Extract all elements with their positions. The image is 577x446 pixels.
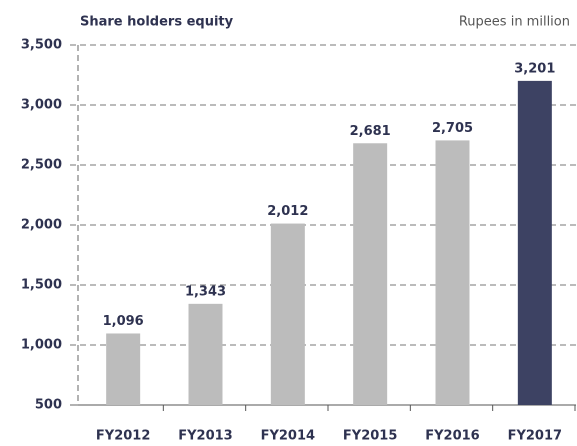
- x-tick-label: FY2017: [508, 429, 562, 444]
- y-tick-label: 1,500: [21, 278, 62, 293]
- bar: [353, 143, 388, 405]
- y-tick-label: 500: [35, 398, 62, 413]
- x-tick-label: FY2013: [178, 429, 232, 444]
- bar: [270, 223, 305, 405]
- data-label: 2,705: [432, 121, 473, 136]
- y-tick-label: 2,500: [21, 158, 62, 173]
- x-tick-label: FY2014: [261, 429, 315, 444]
- bar: [435, 140, 470, 405]
- y-tick-label: 1,000: [21, 338, 62, 353]
- chart-subtitle: Rupees in million: [459, 15, 570, 30]
- y-tick-label: 2,000: [21, 218, 62, 233]
- x-tick-label: FY2015: [343, 429, 397, 444]
- bar: [517, 80, 552, 405]
- bar: [188, 303, 223, 405]
- x-tick-label: FY2016: [425, 429, 479, 444]
- data-label: 3,201: [514, 61, 555, 76]
- bar: [106, 333, 141, 405]
- x-tick-label: FY2012: [96, 429, 150, 444]
- data-label: 1,096: [103, 314, 144, 329]
- data-label: 2,012: [267, 204, 308, 219]
- y-tick-label: 3,000: [21, 98, 62, 113]
- data-label: 2,681: [350, 124, 391, 139]
- data-label: 1,343: [185, 284, 226, 299]
- chart-title: Share holders equity: [80, 15, 234, 30]
- y-tick-label: 3,500: [21, 38, 62, 53]
